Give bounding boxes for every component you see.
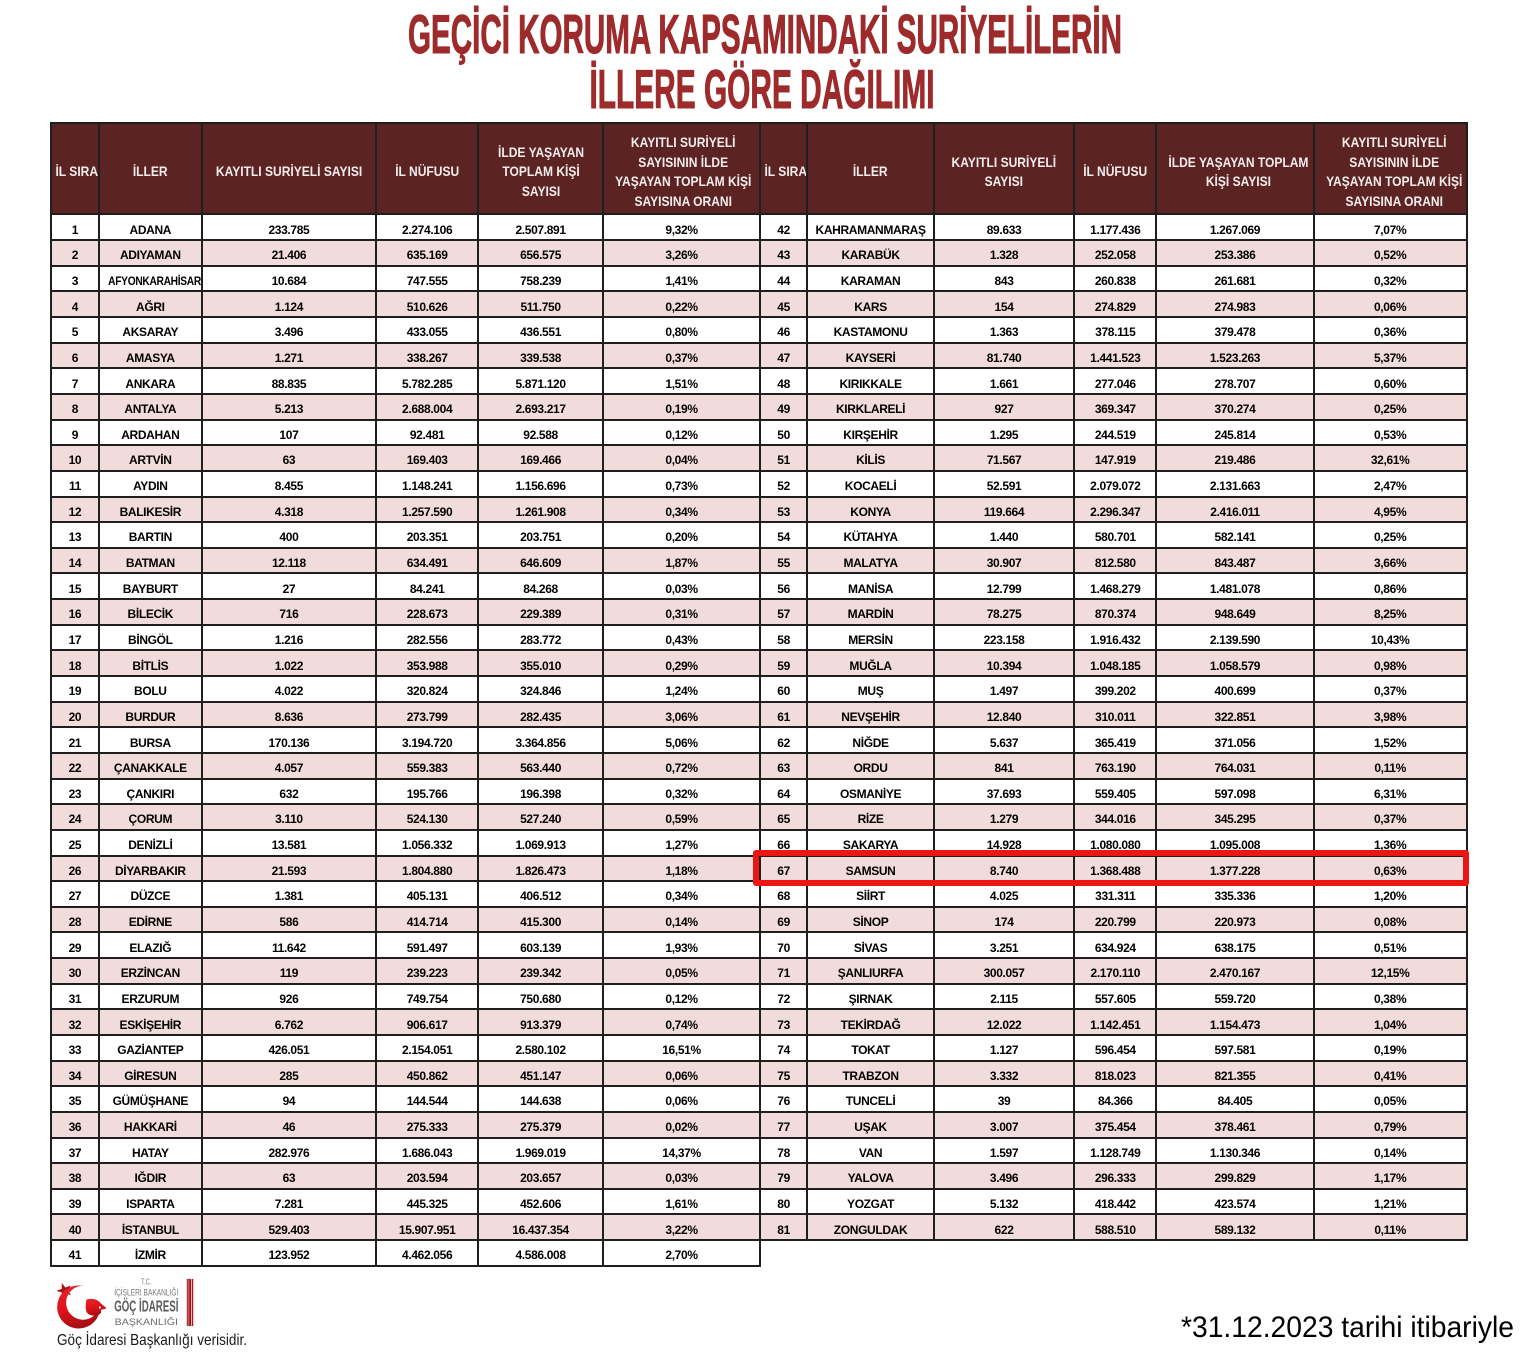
svg-text:*31.12.2023 tarihi itibariyle: *31.12.2023 tarihi itibariyle: [1181, 1311, 1514, 1344]
svg-text:İLLERE GÖRE DAĞILIMI: İLLERE GÖRE DAĞILIMI: [590, 58, 935, 120]
svg-text:T.C.: T.C.: [141, 1276, 152, 1286]
svg-text:GEÇİCİ KORUMA KAPSAMINDAKİ SUR: GEÇİCİ KORUMA KAPSAMINDAKİ SURİYELİLERİN: [408, 3, 1122, 65]
svg-text:GÖÇ İDARESİ: GÖÇ İDARESİ: [114, 1299, 178, 1316]
svg-text:İÇİŞLERİ BAKANLIĞI: İÇİŞLERİ BAKANLIĞI: [114, 1288, 178, 1298]
svg-text:Göç İdaresi Başkanlığı verisid: Göç İdaresi Başkanlığı verisidir.: [57, 1330, 247, 1349]
svg-text:BAŞKANLIĞI: BAŞKANLIĞI: [115, 1317, 178, 1328]
